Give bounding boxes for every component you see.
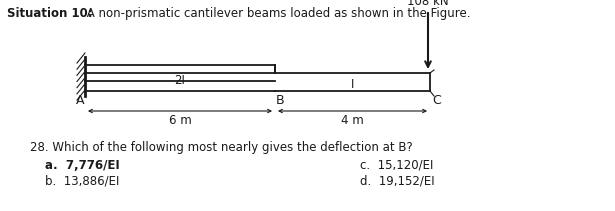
Text: b.  13,886/EI: b. 13,886/EI <box>45 175 119 188</box>
Text: d.  19,152/EI: d. 19,152/EI <box>360 175 435 188</box>
Text: I: I <box>351 77 354 91</box>
Text: A: A <box>76 94 84 107</box>
Text: c.  15,120/EI: c. 15,120/EI <box>360 159 434 172</box>
Text: B: B <box>276 94 285 107</box>
Text: a.  7,776/EI: a. 7,776/EI <box>45 159 120 172</box>
Text: C: C <box>432 94 441 107</box>
Text: 4 m: 4 m <box>341 114 364 127</box>
Text: 28. Which of the following most nearly gives the deflection at B?: 28. Which of the following most nearly g… <box>30 141 413 154</box>
Text: A non-prismatic cantilever beams loaded as shown in the Figure.: A non-prismatic cantilever beams loaded … <box>83 7 470 20</box>
Text: 108 kN: 108 kN <box>407 0 449 8</box>
Text: 2I: 2I <box>175 74 186 88</box>
Text: 6 m: 6 m <box>169 114 191 127</box>
Text: Situation 10:: Situation 10: <box>7 7 93 20</box>
